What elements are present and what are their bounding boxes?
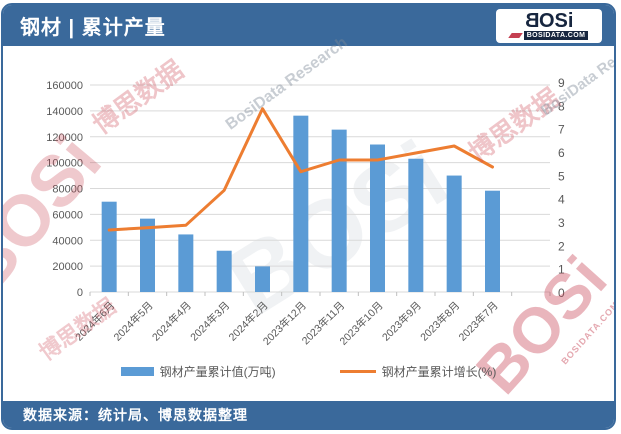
y-axis-right-label: 4 xyxy=(558,193,565,207)
y-axis-right-label: 9 xyxy=(558,76,565,90)
growth-line xyxy=(107,107,494,232)
chart-svg: 0 20000 40000 60000 80000 100000 120000 140000 1… xyxy=(46,76,565,348)
chart-area: BOSi 0 20000 40000 60000 80000 100000 120000 14… xyxy=(3,25,614,407)
y-axis-right-label: 3 xyxy=(558,216,565,230)
legend-bar-swatch-icon xyxy=(120,367,154,376)
logo-letters-osi: OSi xyxy=(539,9,574,32)
page-title: 钢材 | 累计产量 xyxy=(20,17,166,39)
legend-label-line: 钢材产量累计增长(%) xyxy=(381,365,497,379)
y-axis-right-label: 7 xyxy=(558,123,565,137)
y-axis-left-label: 20000 xyxy=(52,261,83,273)
logo-domain: BOSIDATA.COM xyxy=(523,30,589,40)
report-card: 钢材 | 累计产量 BOSi BOSIDATA.COM BOSi 0 20000 4… xyxy=(1,3,616,430)
y-axis-left-label: 40000 xyxy=(52,235,83,247)
y-axis-left-label: 80000 xyxy=(52,184,83,196)
header: 钢材 | 累计产量 BOSi BOSIDATA.COM xyxy=(3,5,614,46)
legend-label-bar: 钢材产量累计值(万吨) xyxy=(159,365,276,379)
data-source: 数据来源：统计局、博思数据整理 xyxy=(23,406,248,423)
y-axis-left-label: 0 xyxy=(77,287,83,299)
y-axis-right-label: 2 xyxy=(558,239,565,253)
y-axis-left-label: 100000 xyxy=(46,158,83,170)
y-axis-right-label: 6 xyxy=(558,146,565,160)
logo-wordmark: BOSi xyxy=(524,9,574,32)
y-axis-left-label: 160000 xyxy=(46,80,83,92)
y-axis-right-label: 1 xyxy=(558,263,565,277)
legend-line-swatch-icon xyxy=(339,370,376,373)
bar-2023年10月 xyxy=(370,144,385,292)
y-axis-left-label: 120000 xyxy=(46,132,83,144)
bar-2023年8月 xyxy=(446,175,462,292)
x-axis-label: 2024年6月 xyxy=(73,299,118,344)
bar-2024年3月 xyxy=(216,250,232,292)
legend-item-line-series: 钢材产量累计增长(%) xyxy=(339,363,497,380)
y-axis-left-label: 140000 xyxy=(46,106,83,118)
bar-2023年7月 xyxy=(485,190,500,292)
bosi-logo: BOSi BOSIDATA.COM xyxy=(496,8,602,43)
x-axis-label: 2023年7月 xyxy=(456,299,501,344)
bar-2024年4月 xyxy=(178,234,194,292)
logo-letter-b: B xyxy=(524,9,539,32)
logo-red-stripe-icon xyxy=(507,32,523,38)
x-axis-label: 2024年4月 xyxy=(149,299,194,344)
legend: 钢材产量累计值(万吨) 钢材产量累计增长(%) xyxy=(3,363,614,380)
x-axis-label: 2024年3月 xyxy=(188,299,233,344)
y-axis-right-label: 8 xyxy=(558,99,565,113)
bar-2024年2月 xyxy=(255,266,270,292)
y-axis-right-label: 5 xyxy=(558,169,565,183)
bar-2024年5月 xyxy=(140,218,155,292)
x-axis-label: 2023年8月 xyxy=(418,299,463,344)
bar-2024年6月 xyxy=(101,201,117,292)
legend-item-bar-series: 钢材产量累计值(万吨) xyxy=(120,363,276,380)
x-axis-label: 2023年9月 xyxy=(379,299,424,344)
bar-2023年12月 xyxy=(293,115,309,293)
y-axis-right-label: 0 xyxy=(558,286,565,300)
bar-2023年9月 xyxy=(408,158,424,292)
y-axis-left-label: 60000 xyxy=(52,209,83,221)
bar-2023年11月 xyxy=(331,129,347,292)
x-axis-label: 2024年5月 xyxy=(111,299,156,344)
footer: 数据来源：统计局、博思数据整理 xyxy=(3,401,614,428)
logo-bottom-row: BOSIDATA.COM xyxy=(507,30,589,40)
